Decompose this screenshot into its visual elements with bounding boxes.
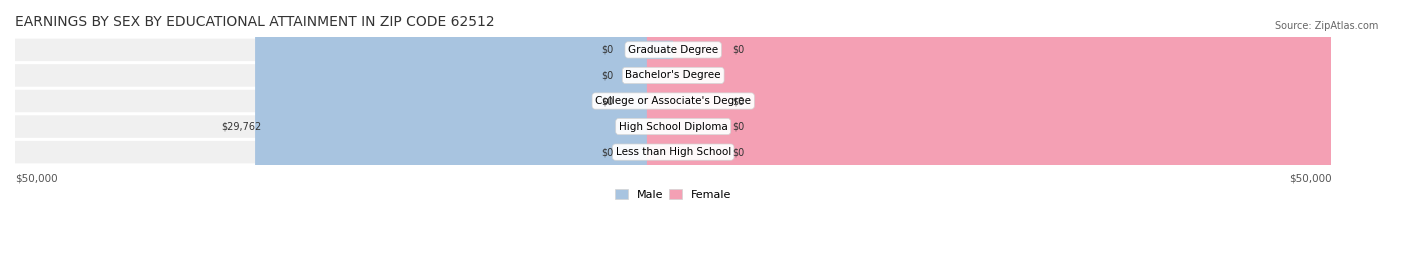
FancyBboxPatch shape: [673, 41, 713, 59]
Text: Bachelor's Degree: Bachelor's Degree: [626, 70, 721, 80]
Text: Less than High School: Less than High School: [616, 147, 731, 157]
Text: Graduate Degree: Graduate Degree: [628, 45, 718, 55]
FancyBboxPatch shape: [15, 90, 1331, 112]
Text: Source: ZipAtlas.com: Source: ZipAtlas.com: [1274, 21, 1378, 31]
Text: High School Diploma: High School Diploma: [619, 122, 727, 132]
Text: $50,000: $50,000: [1289, 174, 1331, 184]
FancyBboxPatch shape: [15, 115, 1331, 138]
Text: $0: $0: [733, 45, 745, 55]
Text: College or Associate's Degree: College or Associate's Degree: [595, 96, 751, 106]
FancyBboxPatch shape: [634, 143, 673, 161]
FancyBboxPatch shape: [673, 92, 713, 110]
Text: $0: $0: [602, 70, 614, 80]
FancyBboxPatch shape: [673, 143, 713, 161]
FancyBboxPatch shape: [254, 0, 700, 268]
FancyBboxPatch shape: [647, 0, 1357, 268]
Legend: Male, Female: Male, Female: [610, 184, 737, 204]
Text: $49,896: $49,896: [1350, 70, 1395, 80]
FancyBboxPatch shape: [15, 39, 1331, 61]
Text: $0: $0: [733, 122, 745, 132]
FancyBboxPatch shape: [634, 92, 673, 110]
FancyBboxPatch shape: [634, 41, 673, 59]
Text: $0: $0: [733, 96, 745, 106]
Text: $29,762: $29,762: [221, 122, 262, 132]
Text: $0: $0: [602, 96, 614, 106]
Text: $0: $0: [733, 147, 745, 157]
Text: $0: $0: [602, 45, 614, 55]
Text: $50,000: $50,000: [15, 174, 58, 184]
Text: $0: $0: [602, 147, 614, 157]
FancyBboxPatch shape: [15, 141, 1331, 163]
Text: EARNINGS BY SEX BY EDUCATIONAL ATTAINMENT IN ZIP CODE 62512: EARNINGS BY SEX BY EDUCATIONAL ATTAINMEN…: [15, 15, 495, 29]
FancyBboxPatch shape: [15, 64, 1331, 87]
FancyBboxPatch shape: [673, 117, 713, 136]
FancyBboxPatch shape: [634, 66, 673, 85]
